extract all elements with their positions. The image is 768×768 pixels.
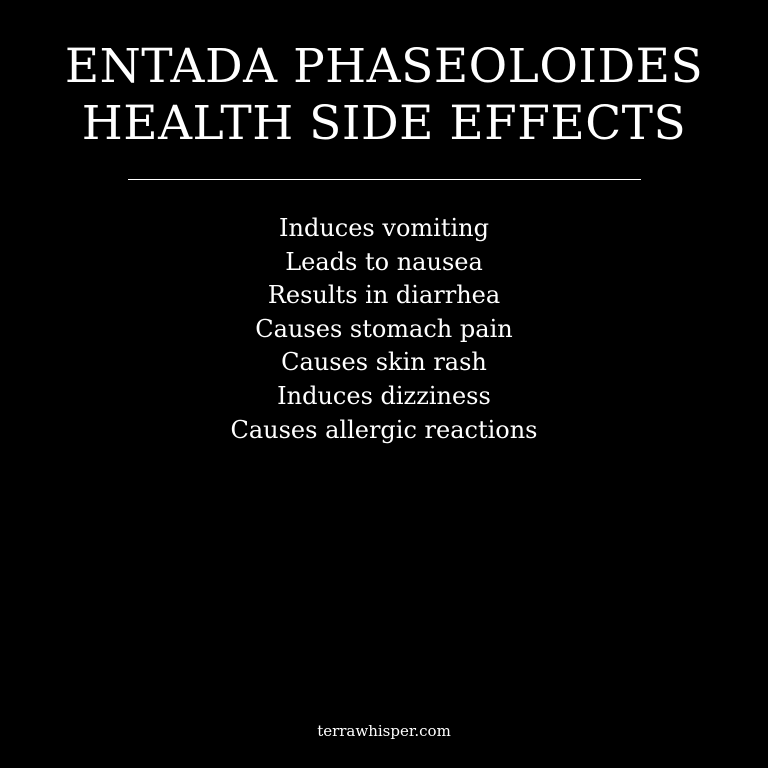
side-effect-item: Induces dizziness <box>277 381 491 410</box>
page-title: ENTADA PHASEOLOIDES HEALTH SIDE EFFECTS <box>0 38 768 152</box>
side-effect-item: Causes stomach pain <box>255 314 513 343</box>
side-effect-item: Induces vomiting <box>279 214 489 242</box>
side-effects-list: Induces vomiting Leads to nausea Results… <box>0 212 768 447</box>
source-credit: terrawhisper.com <box>317 722 451 740</box>
title-line-1: ENTADA PHASEOLOIDES <box>64 39 704 94</box>
title-line-2: HEALTH SIDE EFFECTS <box>81 96 687 151</box>
side-effect-item: Leads to nausea <box>285 247 483 276</box>
side-effect-item: Results in diarrhea <box>267 281 501 310</box>
title-divider <box>128 179 641 180</box>
side-effect-item: Causes allergic reactions <box>230 415 538 444</box>
side-effect-item: Causes skin rash <box>281 348 487 377</box>
